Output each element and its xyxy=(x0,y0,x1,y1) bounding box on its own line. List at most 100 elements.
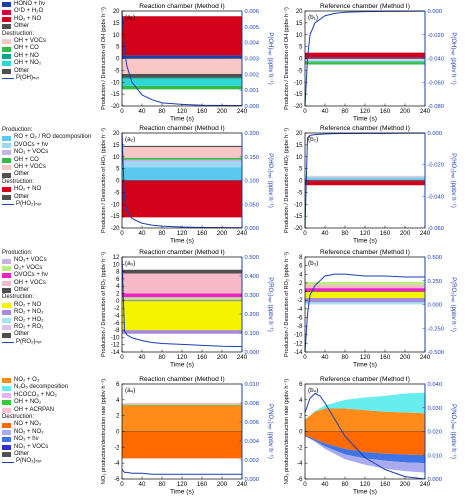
legend-item: NO₂ + NO₃ xyxy=(2,429,68,436)
y2-tick-label: 0.003 xyxy=(245,57,260,63)
y-tick-label: 5 xyxy=(116,45,120,51)
y2-axis-label: P(OH)ₙₑₜ (ppbv h⁻¹) xyxy=(450,32,456,84)
y2-tick-label: -0.080 xyxy=(428,104,444,110)
chart-title: Reaction chamber (Method Ⅰ) xyxy=(139,125,225,132)
y-tick-label: -6 xyxy=(114,477,120,483)
x-axis-label: Time (s) xyxy=(170,489,194,496)
y-tick-label: -15 xyxy=(294,214,303,220)
legend-label: OH + VOCs xyxy=(14,279,46,286)
y-axis-label: Production / Destruction of HO₂ (ppbv h⁻… xyxy=(284,128,290,233)
y-tick-label: -10 xyxy=(294,202,303,208)
y2-tick-label: 0.010 xyxy=(245,382,260,388)
legend-label: RO₂ + NO₂ xyxy=(14,309,44,316)
legend-label: RO₂ + HO₂ xyxy=(14,316,44,323)
y-tick-label: -15 xyxy=(111,214,120,220)
y2-tick-label: 0.000 xyxy=(245,477,260,483)
x-tick-label: 240 xyxy=(420,108,431,115)
chart-1: 0 40 80 120 160 200 240 Time (s) -20 -15 -10 -5 0 5 10… xyxy=(101,3,273,123)
net-line xyxy=(304,392,426,480)
area-series xyxy=(122,431,242,459)
y-tick-label: 15 xyxy=(296,21,303,27)
legend-swatch xyxy=(2,325,11,331)
legend-label: OH + NO₂ xyxy=(14,399,42,406)
chart-4: 0 40 80 120 160 200 240 Time (s) -20 -15 -10 -5 0 5 10… xyxy=(284,125,456,245)
y2-tick-label: 0.500 xyxy=(245,255,260,261)
legend-item: OH + CO xyxy=(2,45,46,52)
x-tick-label: 200 xyxy=(400,481,411,488)
legend-label: OH + VOCs xyxy=(14,163,46,170)
area-series xyxy=(122,330,242,334)
area-series xyxy=(122,147,242,158)
legend-label: OH + NO xyxy=(14,52,39,59)
y-tick-label: 0 xyxy=(299,290,303,296)
legend-swatch xyxy=(2,407,11,413)
x-tick-label: 160 xyxy=(380,230,391,237)
y-tick-label: 6 xyxy=(116,382,120,388)
legend-item: RO₂ + NO xyxy=(2,302,48,309)
y-tick-label: 15 xyxy=(296,143,303,149)
legend-item: HCOCO₃ + NO₂ xyxy=(2,392,68,399)
legend-swatch xyxy=(2,16,11,22)
x-tick-label: 0 xyxy=(303,230,307,237)
area-series xyxy=(122,300,242,331)
y2-axis-label: P(RO₂)ₙₑₜ (ppbv h⁻¹) xyxy=(267,277,273,332)
legend-item: Other xyxy=(2,23,46,30)
y-tick-label: -10 xyxy=(294,80,303,86)
legend-swatch xyxy=(2,61,11,67)
panel-label: (a₄) xyxy=(125,387,135,394)
y-tick-label: -6 xyxy=(297,315,303,321)
y-tick-label: 2 xyxy=(299,414,303,420)
legend-item: Other xyxy=(2,194,91,201)
y-axis-label: Production / Destruction of OH (ppbv h⁻¹… xyxy=(101,7,107,110)
y2-axis-label: P(OH)ₙₑₜ (ppbv h⁻¹) xyxy=(267,32,273,84)
legend-production-header: Production: xyxy=(2,250,33,256)
legend-1: HONO + hν O¹D + H₂O HO₂ + NO Other Destructi… xyxy=(2,1,46,82)
x-tick-label: 120 xyxy=(177,230,188,237)
legend-label: Other xyxy=(14,193,30,200)
legend-production-header: Production: xyxy=(2,127,33,133)
legend-item: RO₂ + NO₂ xyxy=(2,309,48,316)
legend-label: O₃+ VOCs xyxy=(14,264,43,271)
legend-swatch xyxy=(2,46,11,52)
x-tick-label: 120 xyxy=(360,230,371,237)
x-axis-label: Time (s) xyxy=(353,116,377,123)
legend-item: HONO + hν xyxy=(2,1,46,8)
y-tick-label: -12 xyxy=(294,341,303,347)
area-series xyxy=(122,167,242,181)
area-series xyxy=(305,288,425,292)
y-tick-label: -14 xyxy=(111,350,120,356)
x-tick-label: 240 xyxy=(420,230,431,237)
chart-title: Reaction chamber (Method Ⅰ) xyxy=(139,376,225,383)
legend-2: Production: RO + O₂ / RO decomposition OVO… xyxy=(2,127,91,208)
y2-tick-label: 0.040 xyxy=(428,382,443,388)
y2-tick-label: 0.000 xyxy=(428,131,443,137)
net-line xyxy=(121,469,242,475)
y-tick-label: 0 xyxy=(299,179,303,185)
y-tick-label: 10 xyxy=(113,262,120,268)
y2-tick-label: 0.500 xyxy=(428,255,443,261)
legend-item: O¹D + H₂O xyxy=(2,8,46,15)
legend-destruction-header: Destruction: xyxy=(2,30,35,37)
legend-swatch xyxy=(2,24,11,30)
x-tick-label: 80 xyxy=(159,230,166,237)
legend-item: Other xyxy=(2,171,91,178)
area-series xyxy=(305,52,425,58)
legend-item: OH + NO xyxy=(2,53,46,60)
legend-swatch xyxy=(2,422,11,428)
y2-tick-label: -0.500 xyxy=(428,350,444,356)
y-tick-label: 2 xyxy=(116,292,120,298)
y-tick-label: 10 xyxy=(296,155,303,161)
y-tick-label: -20 xyxy=(111,104,120,110)
x-tick-label: 240 xyxy=(237,230,248,237)
area-series xyxy=(305,298,425,303)
x-tick-label: 40 xyxy=(139,354,146,361)
legend-item: HO₂ + NO xyxy=(2,186,91,193)
legend-item: OH + ACRPAN xyxy=(2,407,68,414)
legend-label: NO + NO₃ xyxy=(14,421,42,428)
legend-swatch xyxy=(2,9,11,15)
legend-label: OH + CO xyxy=(14,156,39,163)
x-tick-label: 240 xyxy=(237,354,248,361)
y-tick-label: -8 xyxy=(297,324,303,330)
x-tick-label: 80 xyxy=(342,354,349,361)
legend-item-net: P(OH)ₙₑₜ xyxy=(2,75,46,82)
